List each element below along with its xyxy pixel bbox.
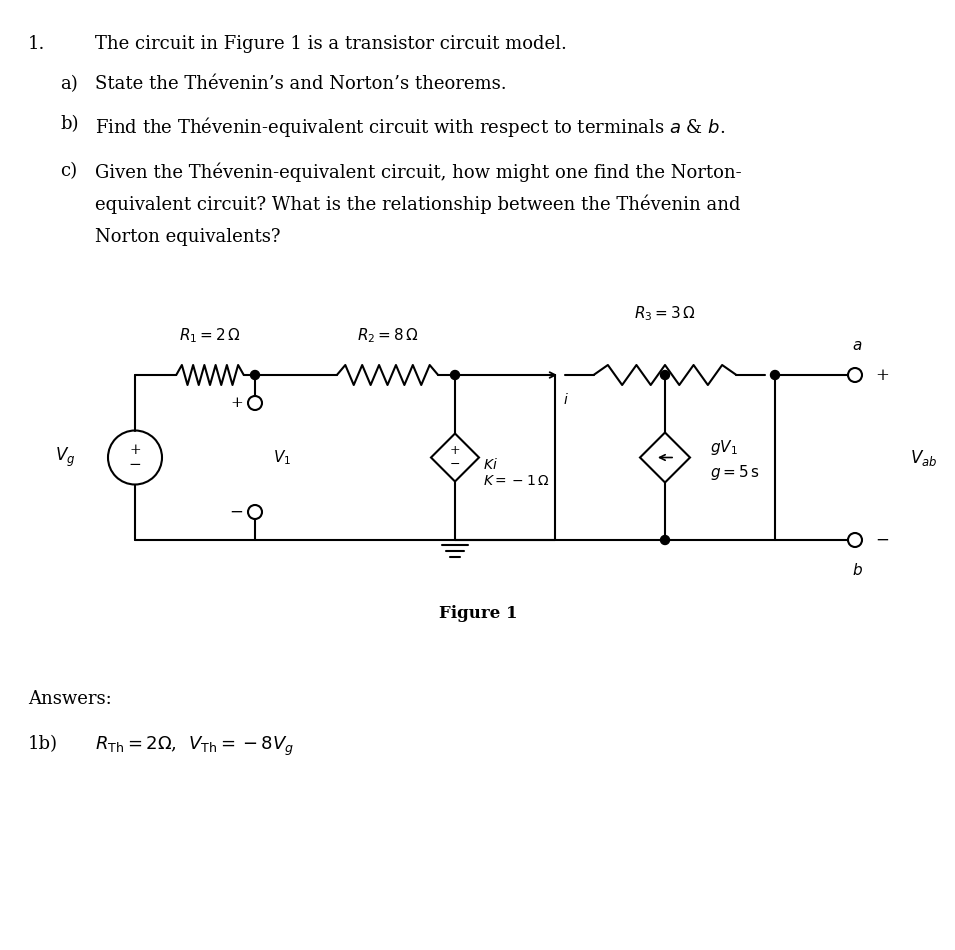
Text: $gV_1$: $gV_1$ [710,438,738,457]
Circle shape [451,370,459,379]
Text: $R_2 = 8\,\Omega$: $R_2 = 8\,\Omega$ [356,326,418,345]
Text: $i$: $i$ [563,392,569,407]
Text: −: − [229,504,243,521]
Circle shape [661,370,669,379]
Text: −: − [129,458,141,471]
Text: $R_3 = 3\,\Omega$: $R_3 = 3\,\Omega$ [634,304,696,323]
Text: $b$: $b$ [852,562,862,578]
Text: $R_{\rm Th} = 2\Omega$,  $V_{\rm Th} = -8V_g$: $R_{\rm Th} = 2\Omega$, $V_{\rm Th} = -8… [95,735,294,758]
Text: +: + [450,444,460,457]
Text: Given the Thévenin-equivalent circuit, how might one find the Norton-: Given the Thévenin-equivalent circuit, h… [95,162,742,181]
Text: The circuit in Figure 1 is a transistor circuit model.: The circuit in Figure 1 is a transistor … [95,35,567,53]
Text: Norton equivalents?: Norton equivalents? [95,228,281,246]
Text: Find the Thévenin-equivalent circuit with respect to terminals $a$ & $b$.: Find the Thévenin-equivalent circuit wit… [95,115,725,139]
Text: $R_1 = 2\,\Omega$: $R_1 = 2\,\Omega$ [180,326,241,345]
Circle shape [661,536,669,544]
Text: a): a) [60,75,77,93]
Circle shape [250,370,260,379]
Text: Figure 1: Figure 1 [438,605,518,622]
Text: $V_{ab}$: $V_{ab}$ [910,447,937,467]
Text: c): c) [60,162,77,180]
Text: b): b) [60,115,78,133]
Text: −: − [450,458,460,471]
Text: −: − [875,531,889,548]
Text: $g = 5\,\mathrm{s}$: $g = 5\,\mathrm{s}$ [710,463,760,482]
Text: $a$: $a$ [852,339,862,353]
Text: 1b): 1b) [28,735,58,753]
Text: equivalent circuit? What is the relationship between the Thévenin and: equivalent circuit? What is the relation… [95,195,740,215]
Text: $V_g$: $V_g$ [54,446,75,469]
Text: +: + [129,444,140,458]
Text: $V_1$: $V_1$ [273,448,291,466]
Text: State the Thévenin’s and Norton’s theorems.: State the Thévenin’s and Norton’s theore… [95,75,506,93]
Circle shape [771,370,779,379]
Text: Answers:: Answers: [28,690,112,708]
Text: +: + [875,367,889,384]
Text: +: + [230,396,243,410]
Text: $Ki$
$K = -1\,\Omega$: $Ki$ $K = -1\,\Omega$ [483,457,549,488]
Text: 1.: 1. [28,35,46,53]
